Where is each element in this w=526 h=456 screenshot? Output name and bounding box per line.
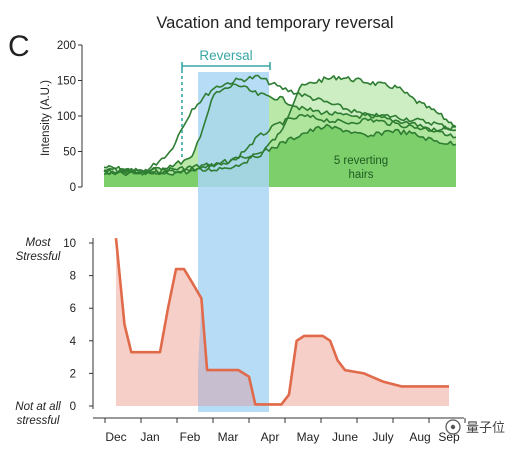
top-area-fills xyxy=(104,75,456,187)
watermark-text: 量子位 xyxy=(466,420,505,435)
month-label: July xyxy=(372,430,393,444)
month-label: June xyxy=(332,430,358,444)
month-label: May xyxy=(297,430,320,444)
top-series-line-3 xyxy=(103,83,457,176)
watermark-logo-dot-icon xyxy=(450,424,456,430)
top-y-tick-label: 50 xyxy=(63,147,76,159)
month-label: Dec xyxy=(105,430,126,444)
y-top-label-line-2: Stressful xyxy=(16,251,61,263)
bottom-y-tick-label: 2 xyxy=(70,368,76,380)
bottom-y-tick-label: 0 xyxy=(70,401,76,413)
top-fill-dark xyxy=(104,124,456,187)
top-y-tick-label: 0 xyxy=(70,182,76,194)
annotation-line-2: hairs xyxy=(349,169,374,181)
reversal-label: Reversal xyxy=(199,48,252,63)
top-series-line-5 xyxy=(103,123,457,176)
bottom-y-tick-label: 6 xyxy=(70,303,76,315)
reversal-highlight xyxy=(198,72,269,412)
month-label: Apr xyxy=(261,430,280,444)
bottom-y-tick-label: 4 xyxy=(70,336,77,348)
y-bottom-label-line-2: stressful xyxy=(17,415,60,427)
top-y-tick-label: 150 xyxy=(57,76,76,88)
watermark: 量子位 xyxy=(445,419,505,435)
top-y-tick-label: 200 xyxy=(57,40,76,52)
stress-area-overlap xyxy=(198,298,269,406)
annotation-line-1: 5 reverting xyxy=(334,155,388,167)
top-y-tick-label: 100 xyxy=(57,111,76,123)
y-top-label-line-1: Most xyxy=(26,237,52,249)
top-series-lines xyxy=(103,74,457,177)
month-label: Mar xyxy=(218,430,239,444)
top-y-axis-label: Intensity (A.U.) xyxy=(40,80,52,156)
y-bottom-label-line-1: Not at all xyxy=(15,401,61,413)
month-label: Sep xyxy=(438,430,460,444)
chart-title: Vacation and temporary reversal xyxy=(156,14,393,32)
panel-letter: C xyxy=(8,30,30,63)
top-y-ticks: 0 50 100 150 200 xyxy=(57,40,82,194)
bottom-y-tick-label: 8 xyxy=(70,271,76,283)
top-series-line-2 xyxy=(103,74,457,174)
bottom-y-tick-label: 10 xyxy=(63,238,76,250)
bottom-y-ticks: 0 2 4 6 8 10 xyxy=(63,238,93,413)
month-label: Jan xyxy=(140,430,159,444)
month-label: Feb xyxy=(180,430,201,444)
month-label: Aug xyxy=(409,430,430,444)
stress-line xyxy=(114,237,449,406)
top-series-line-1 xyxy=(103,75,457,174)
watermark-logo-icon xyxy=(445,419,461,435)
bottom-x-ticks: Dec Jan Feb Mar Apr May June July Aug Sep xyxy=(104,418,466,444)
